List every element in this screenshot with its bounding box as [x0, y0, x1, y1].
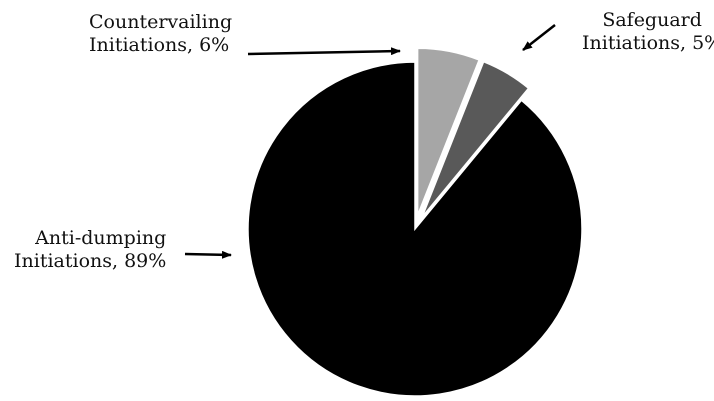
data-label-countervailing-line1: Countervailing [89, 11, 233, 33]
pie-slices [247, 47, 583, 397]
data-label-safeguard: Safeguard Initiations, 5% [582, 9, 714, 55]
arrow-anti-dumping [184, 250, 232, 259]
data-label-anti-dumping: Anti-dumping Initiations, 89% [14, 227, 166, 273]
pie-slice-safeguard-initiations [421, 60, 530, 218]
data-label-safeguard-line2: Initiations, 5% [582, 32, 714, 54]
data-label-countervailing-line2: Initiations, 6% [89, 34, 230, 56]
label-arrows [184, 24, 556, 259]
pie-slice-anti-dumping-initiations [247, 61, 583, 397]
data-label-anti-dumping-line2: Initiations, 89% [14, 250, 167, 272]
data-label-anti-dumping-line1: Anti-dumping [35, 227, 167, 249]
pie-slice-countervailing-initiations [416, 47, 481, 216]
data-label-safeguard-line1: Safeguard [602, 9, 702, 31]
arrow-safeguard [522, 24, 556, 51]
arrow-countervailing [247, 47, 401, 56]
data-label-countervailing: Countervailing Initiations, 6% [89, 11, 232, 57]
